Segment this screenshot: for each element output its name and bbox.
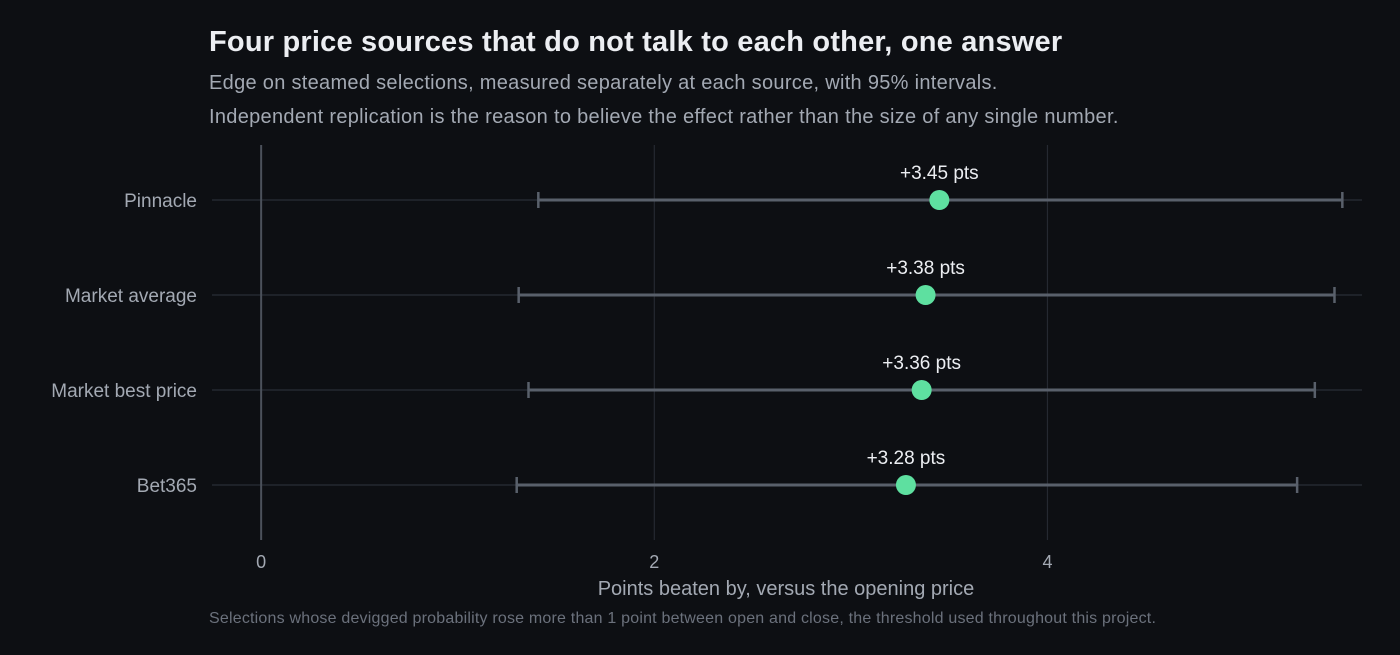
y-tick-label-2: Market best price bbox=[51, 381, 197, 402]
chart-caption: Selections whose devigged probability ro… bbox=[209, 610, 1157, 627]
chart-subtitle-line-2: Independent replication is the reason to… bbox=[209, 106, 1119, 128]
data-label-0: +3.45 pts bbox=[900, 163, 979, 184]
chart-title: Four price sources that do not talk to e… bbox=[209, 26, 1063, 58]
estimate-point-3 bbox=[895, 475, 916, 495]
chart-subtitle-line-1: Edge on steamed selections, measured sep… bbox=[209, 72, 998, 94]
data-label-1: +3.38 pts bbox=[886, 258, 965, 279]
x-tick-label-2: 4 bbox=[1042, 552, 1052, 572]
estimate-point-0 bbox=[929, 190, 950, 210]
y-tick-label-1: Market average bbox=[65, 286, 197, 307]
y-tick-label-0: Pinnacle bbox=[124, 191, 197, 212]
data-label-3: +3.28 pts bbox=[867, 448, 946, 469]
x-axis-label: Points beaten by, versus the opening pri… bbox=[598, 578, 975, 600]
x-tick-label-1: 2 bbox=[649, 552, 659, 572]
x-tick-label-0: 0 bbox=[256, 552, 266, 572]
estimate-point-1 bbox=[915, 285, 936, 305]
estimate-point-2 bbox=[911, 380, 932, 400]
data-label-2: +3.36 pts bbox=[882, 353, 961, 374]
y-tick-label-3: Bet365 bbox=[137, 476, 197, 497]
